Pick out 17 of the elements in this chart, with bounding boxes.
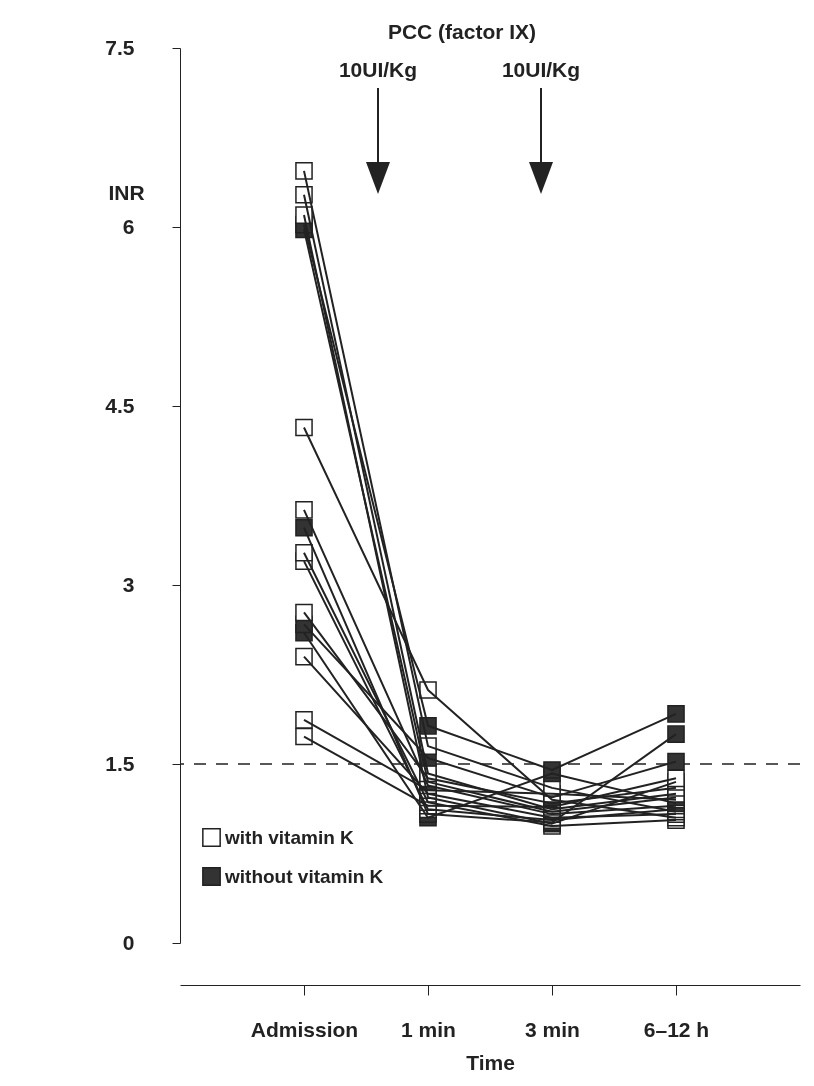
annotation: 10UI/Kg [501,58,581,82]
annotation: 10UI/Kg [338,58,418,82]
x-axis-title: Time [466,1050,515,1074]
y-axis-title: INR [108,180,145,204]
x-tick-label: 3 min [525,1017,580,1041]
y-tick-label: 3 [122,572,135,596]
text: PCC (factor IX) [387,20,537,44]
x-tick-label: 1 min [401,1017,456,1041]
x-tick-label: 6–12 h [643,1017,710,1041]
y-tick-label: 6 [122,214,135,238]
legend-label: without vitamin K [224,865,384,887]
legend-label: with vitamin K [224,826,355,848]
y-tick-label: 4.5 [105,393,135,417]
y-tick-label: 0 [122,930,135,954]
y-tick-label: 1.5 [105,751,135,775]
x-tick-label: Admission [250,1017,359,1041]
y-tick-label: 7.5 [105,35,135,59]
